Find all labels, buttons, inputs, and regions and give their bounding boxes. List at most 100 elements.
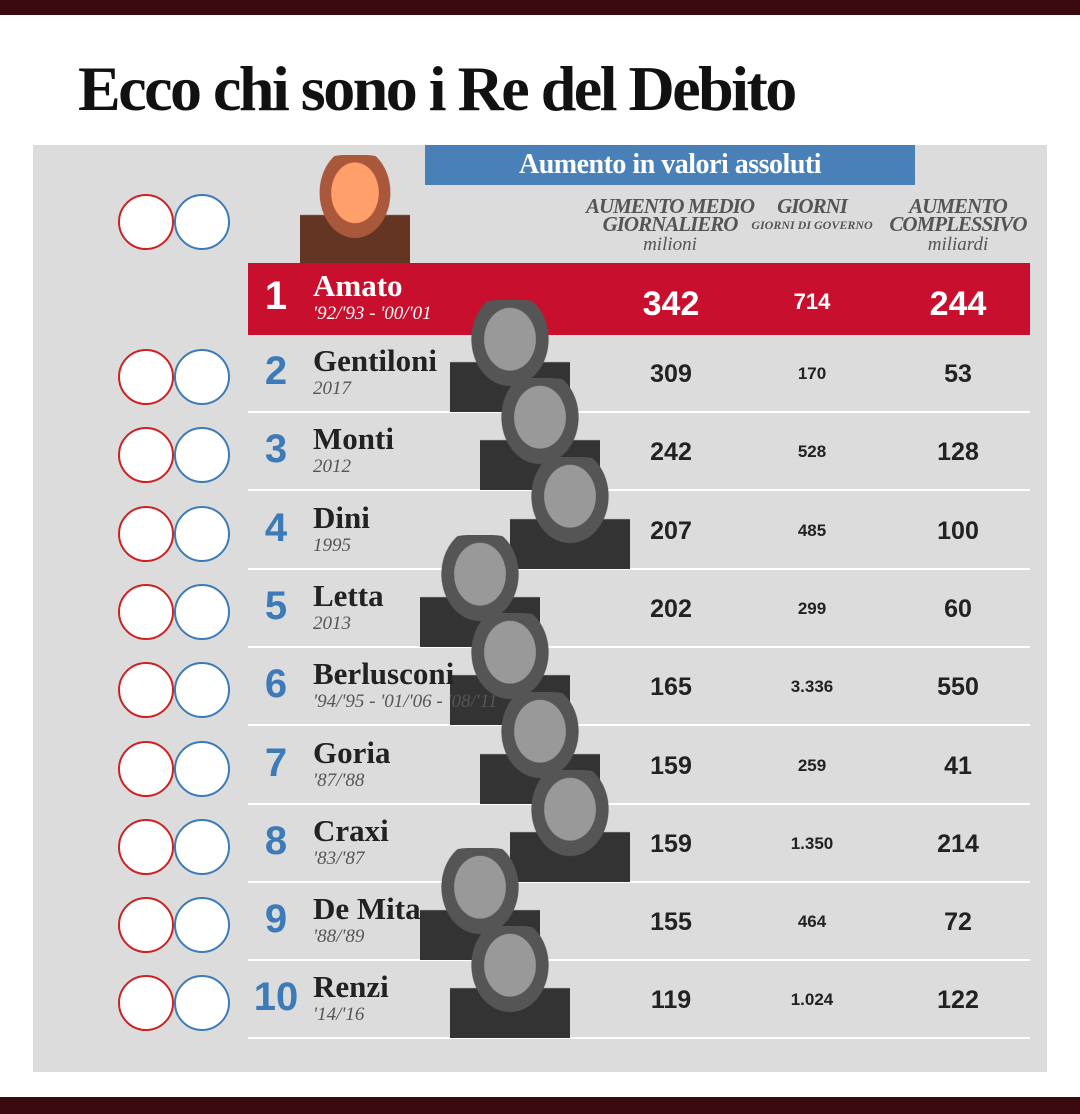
daily-increase: 155 xyxy=(650,908,692,937)
period: '14/'16 xyxy=(313,1004,365,1026)
row-separator xyxy=(248,411,1030,413)
days: 1.024 xyxy=(790,990,834,1010)
rank: 9 xyxy=(264,897,288,942)
name: Goria xyxy=(313,734,391,770)
photo xyxy=(510,456,630,569)
rank: 5 xyxy=(264,583,288,628)
days: 485 xyxy=(797,520,827,540)
photo xyxy=(300,155,410,263)
period: 2012 xyxy=(313,456,351,478)
daily-increase: 159 xyxy=(650,829,692,858)
party-logo xyxy=(174,740,230,797)
top-bar xyxy=(0,0,1080,15)
party-logo xyxy=(118,818,174,875)
column-unit: miliardi xyxy=(927,234,989,255)
daily-increase: 242 xyxy=(650,438,692,467)
row-separator xyxy=(248,724,1030,727)
name: Craxi xyxy=(313,812,389,848)
rank: 1 xyxy=(264,274,288,318)
period: 1995 xyxy=(313,534,351,556)
name: Amato xyxy=(313,268,403,303)
column-heading: GIORNI xyxy=(777,194,848,218)
column-unit: GIORNI DI GOVERNO xyxy=(751,218,873,232)
total-increase: 100 xyxy=(937,516,979,545)
row-separator xyxy=(248,567,1030,570)
daily-increase: 207 xyxy=(650,516,692,545)
rank: 7 xyxy=(264,740,288,785)
row-separator xyxy=(248,645,1030,648)
party-logo xyxy=(118,427,174,484)
period: '88/'89 xyxy=(313,926,365,948)
column-unit: milioni xyxy=(643,234,697,255)
party-logo xyxy=(174,818,230,875)
party-logo xyxy=(174,194,230,250)
daily-increase: 165 xyxy=(650,673,692,702)
party-logo xyxy=(118,662,174,719)
period: '94/'95 - '01/'06 - '08/'11 xyxy=(313,691,498,713)
days: 170 xyxy=(797,364,827,383)
name: Berlusconi xyxy=(313,656,455,692)
column-heading: AUMENTO xyxy=(909,194,1008,218)
daily-increase: 159 xyxy=(650,751,692,780)
rank: 8 xyxy=(264,818,288,863)
period: 2017 xyxy=(313,378,351,399)
row-separator xyxy=(248,489,1030,492)
rank: 4 xyxy=(264,505,288,550)
row-separator xyxy=(248,802,1030,805)
party-logo xyxy=(174,427,230,484)
party-logo xyxy=(118,349,174,405)
party-logo xyxy=(174,505,230,562)
row-separator xyxy=(248,880,1030,883)
name: Letta xyxy=(313,577,384,613)
days: 3.336 xyxy=(790,677,834,697)
name: De Mita xyxy=(313,891,421,927)
days: 714 xyxy=(793,289,831,314)
days: 528 xyxy=(797,442,827,462)
party-logo xyxy=(118,975,174,1032)
party-logo xyxy=(174,662,230,719)
total-increase: 60 xyxy=(944,594,972,623)
party-logo xyxy=(118,740,174,797)
title: Ecco chi sono i Re del Debito xyxy=(78,53,797,124)
total-increase: 244 xyxy=(929,285,987,323)
party-logo xyxy=(118,194,174,250)
rank: 6 xyxy=(264,662,288,707)
daily-increase: 202 xyxy=(650,594,692,623)
party-logo xyxy=(174,897,230,954)
column-heading: GIORNALIERO xyxy=(602,212,739,236)
period: '83/'87 xyxy=(313,847,365,869)
column-heading: COMPLESSIVO xyxy=(889,212,1027,236)
highlight-band xyxy=(248,263,1030,335)
party-logo xyxy=(174,583,230,640)
party-logo xyxy=(118,505,174,562)
row-separator xyxy=(248,959,1030,962)
days: 464 xyxy=(797,912,827,932)
photo xyxy=(510,769,630,882)
party-logo xyxy=(118,583,174,640)
daily-increase: 342 xyxy=(642,285,700,323)
total-increase: 72 xyxy=(944,908,972,937)
days: 259 xyxy=(797,755,827,775)
party-logo xyxy=(118,897,174,954)
rank: 3 xyxy=(264,427,288,472)
total-increase: 550 xyxy=(937,673,979,702)
total-increase: 128 xyxy=(937,438,979,467)
period: 2013 xyxy=(313,612,351,634)
name: Dini xyxy=(313,499,370,535)
period: '92/'93 - '00/'01 xyxy=(313,303,432,324)
rank: 2 xyxy=(264,349,288,393)
party-logo xyxy=(174,349,230,405)
total-increase: 214 xyxy=(937,829,979,858)
daily-increase: 119 xyxy=(650,986,692,1015)
total-increase: 122 xyxy=(937,986,979,1015)
name: Gentiloni xyxy=(313,343,438,378)
party-logo xyxy=(174,975,230,1032)
banner: Aumento in valori assoluti xyxy=(425,145,915,185)
total-increase: 53 xyxy=(944,360,972,388)
period: '87/'88 xyxy=(313,769,365,791)
row-separator xyxy=(248,1037,1030,1040)
days: 1.350 xyxy=(790,833,834,853)
days: 299 xyxy=(797,598,827,618)
total-increase: 41 xyxy=(944,751,972,780)
